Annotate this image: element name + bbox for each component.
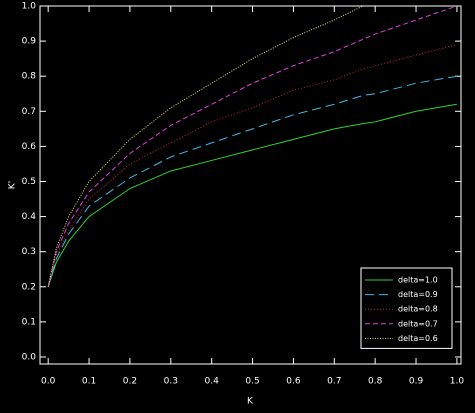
y-tick-label: 0.0 [22, 352, 37, 362]
x-tick-label: 0.9 [409, 377, 424, 387]
y-axis-label: K' [8, 181, 18, 189]
x-tick-label: 0.4 [205, 377, 220, 387]
legend-label: delta=0.6 [398, 334, 438, 343]
series-line [47, 103, 457, 287]
y-tick-label: 0.8 [22, 72, 37, 82]
y-tick-label: 0.1 [22, 317, 36, 327]
x-tick-label: 0.1 [82, 377, 96, 387]
x-tick-label: 1.0 [450, 377, 465, 387]
legend-label: delta=0.9 [398, 290, 438, 299]
legend-box [360, 267, 453, 349]
series-line [47, 6, 458, 287]
plot-area [47, 6, 458, 287]
y-tick-label: 0.4 [22, 212, 37, 222]
x-tick-label: 0.6 [286, 377, 301, 387]
x-tick-label: 0.5 [245, 377, 259, 387]
series-line [47, 44, 458, 287]
legend-label: delta=0.7 [398, 319, 438, 328]
x-tick-label: 0.8 [368, 377, 383, 387]
y-tick-label: 1.0 [22, 2, 37, 12]
y-tick-label: 0.7 [22, 107, 36, 117]
y-tick-label: 0.5 [22, 177, 36, 187]
y-tick-label: 0.2 [22, 282, 36, 292]
y-tick-label: 0.9 [22, 37, 37, 47]
x-tick-label: 0.2 [123, 377, 137, 387]
legend-label: delta=0.8 [398, 305, 438, 314]
x-tick-label: 0.0 [41, 377, 56, 387]
plot-frame [39, 5, 462, 365]
y-tick-label: 0.3 [22, 247, 36, 257]
legend-label: delta=1.0 [398, 276, 438, 285]
series-line [47, 75, 457, 287]
y-tick-label: 0.6 [22, 142, 37, 152]
series-line [47, 6, 364, 287]
x-axis-label: K [247, 397, 254, 407]
x-tick-label: 0.7 [327, 377, 341, 387]
x-tick-label: 0.3 [164, 377, 178, 387]
